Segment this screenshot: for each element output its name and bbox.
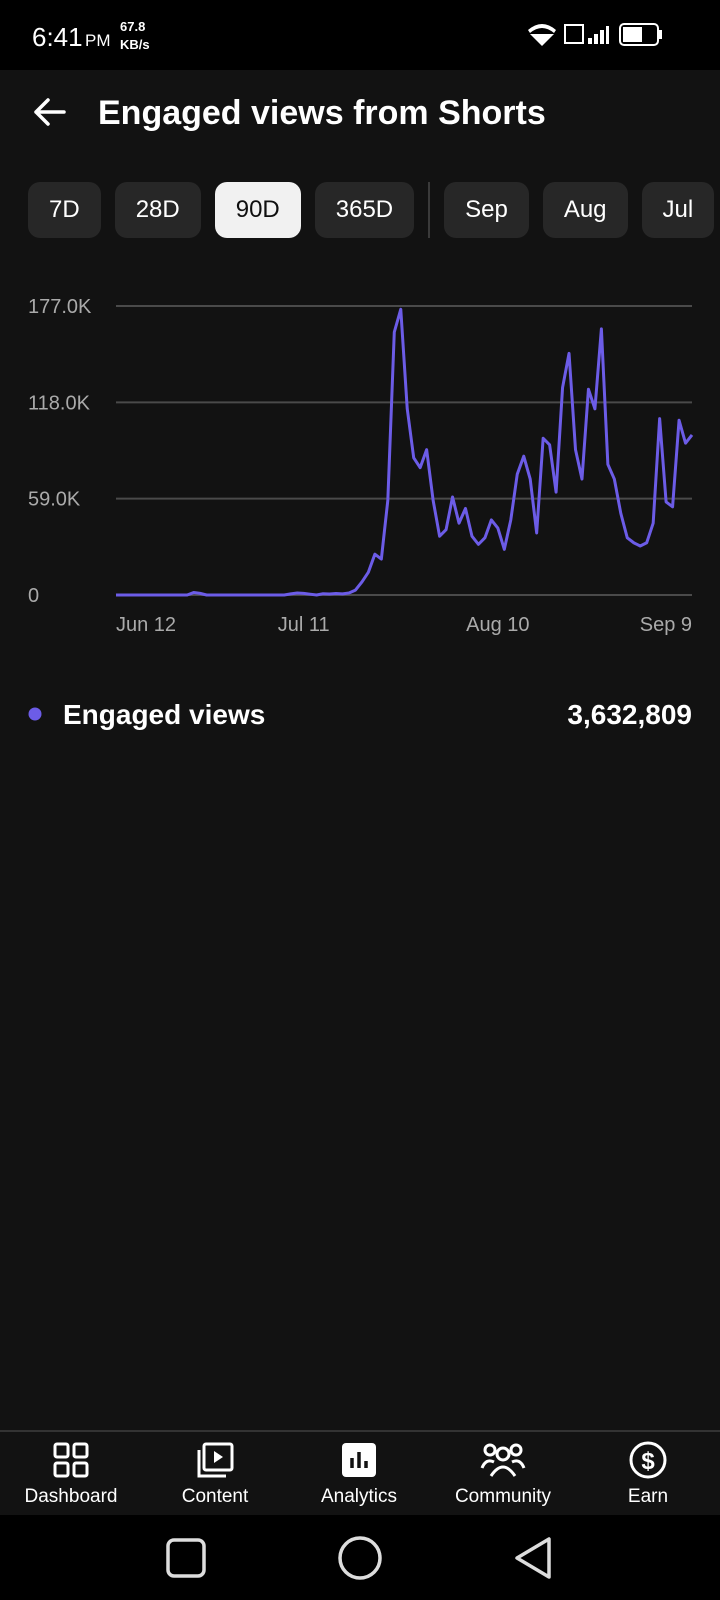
x-tick-label: Sep 9 — [640, 614, 692, 636]
chip-divider — [428, 182, 431, 238]
battery-level — [623, 27, 642, 42]
status-period: PM — [85, 31, 111, 50]
x-tick-label: Jul 11 — [278, 614, 330, 636]
x-tick-label: Aug 10 — [466, 614, 529, 636]
nav-label[interactable]: Analytics — [321, 1486, 397, 1507]
period-chip[interactable]: 90D — [214, 182, 301, 238]
header: Engaged views from Shorts — [34, 94, 546, 132]
legend-dot — [28, 707, 42, 721]
system-nav — [0, 1515, 720, 1600]
status-bar: 6:41 PM 67.8 KB/s — [0, 0, 720, 70]
recents-button[interactable] — [166, 1538, 206, 1578]
chart: Engaged views 3,632,809 0 59.0K 118.0K 177.… — [28, 296, 694, 730]
bottom-nav: $ Dashboard Content Analytics Community Earn — [0, 1430, 720, 1515]
period-chip[interactable]: Aug — [542, 182, 628, 238]
y-tick-label: 118.0K — [28, 392, 91, 414]
nav-label[interactable]: Earn — [628, 1486, 668, 1507]
page-title: Engaged views from Shorts — [98, 94, 546, 132]
y-tick-label: 177.0K — [28, 296, 92, 318]
status-time: 6:41 — [32, 22, 83, 52]
status-icons: 6:41 PM 67.8 KB/s — [32, 19, 662, 52]
dashboard-icon[interactable] — [53, 1442, 89, 1478]
nav-label[interactable]: Community — [455, 1486, 552, 1507]
total-value: 3,632,809 — [567, 699, 692, 730]
y-tick-label: 0 — [28, 585, 39, 607]
signal-icon — [588, 26, 609, 44]
period-chip[interactable]: 365D — [314, 182, 415, 238]
nav-icons: $ Dashboard Content Analytics Community Earn — [25, 1441, 668, 1507]
analytics-icon[interactable] — [342, 1443, 376, 1477]
x-tick-label: Jun 12 — [116, 614, 176, 636]
data-line — [116, 307, 694, 597]
y-tick-label: 59.0K — [28, 489, 81, 511]
community-icon[interactable] — [480, 1443, 526, 1477]
battery-tip — [659, 30, 662, 39]
home-button[interactable] — [338, 1536, 382, 1580]
battery-icon — [619, 23, 659, 46]
wifi-icon — [528, 24, 556, 46]
period-chip[interactable]: 7D — [28, 182, 101, 238]
period-chip[interactable]: Sep — [444, 182, 529, 238]
period-chip[interactable]: Jul — [641, 182, 715, 238]
nav-label[interactable]: Dashboard — [25, 1486, 118, 1507]
legend-label: Engaged views — [63, 699, 265, 730]
status-speed-unit: KB/s — [120, 37, 150, 52]
back-button[interactable] — [34, 98, 66, 126]
volte-icon — [564, 24, 584, 44]
period-chip[interactable]: 28D — [114, 182, 201, 238]
earn-icon[interactable]: $ — [629, 1441, 667, 1479]
content-icon[interactable] — [197, 1442, 234, 1478]
status-speed: 67.8 — [120, 19, 145, 34]
back-nav-button[interactable] — [515, 1537, 551, 1579]
period-chips: 7D 28D 90D 365D Sep Aug Jul — [28, 182, 720, 238]
svg-text:$: $ — [641, 1448, 655, 1475]
nav-label[interactable]: Content — [182, 1486, 249, 1507]
